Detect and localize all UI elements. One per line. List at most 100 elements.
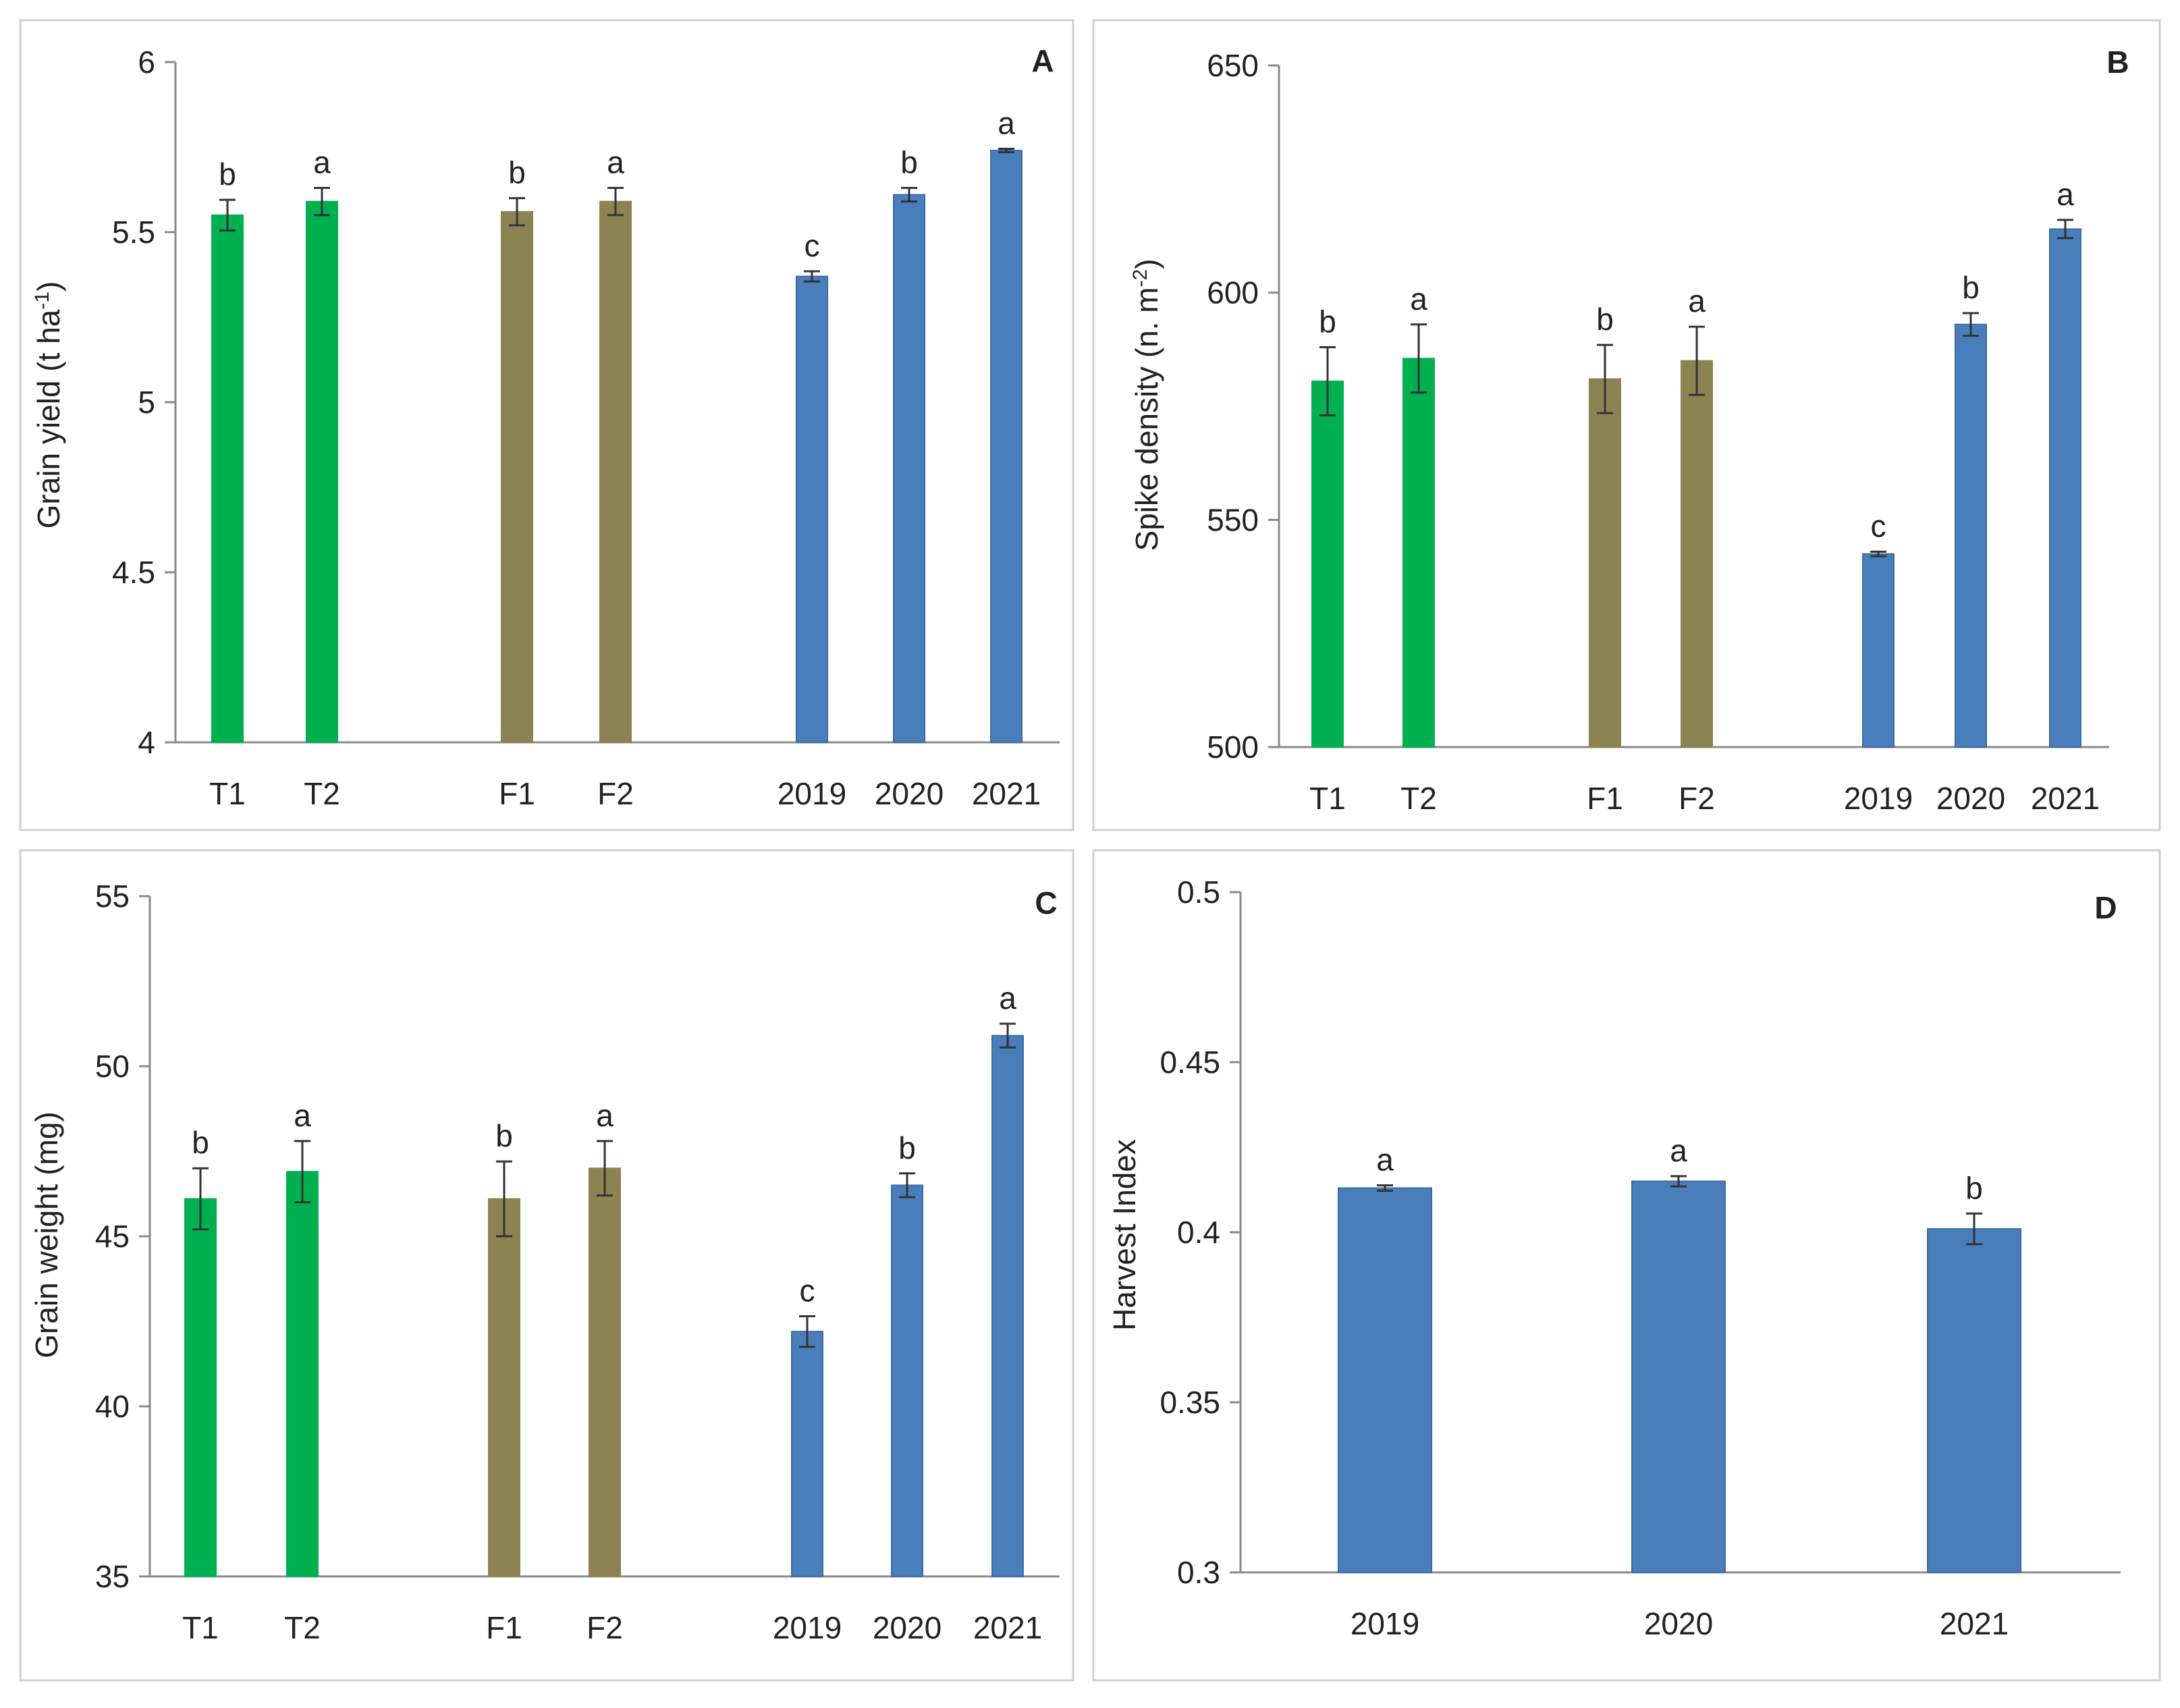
error-bar — [192, 1167, 209, 1231]
x-tick-label: 2020 — [1936, 781, 2005, 816]
significance-letter: b — [1596, 302, 1614, 337]
panel-a: 6 5.5 5 4.5 4 Grain yield (t ha-1) Ab T1 a T2 b F1 a… — [19, 19, 1074, 831]
error-bar — [219, 198, 236, 231]
bar-2019 — [796, 275, 828, 743]
bar-f1 — [501, 211, 533, 743]
x-tick-label: F2 — [1679, 781, 1715, 816]
error-bar — [1870, 550, 1886, 557]
y-tick-label: 0.45 — [1160, 1045, 1220, 1080]
x-tick-label: 2021 — [1940, 1606, 2009, 1641]
bar-2020 — [891, 1184, 923, 1577]
bar-2019 — [1338, 1187, 1432, 1573]
y-tick-label: 35 — [95, 1559, 130, 1594]
x-tick-label: T2 — [304, 776, 340, 811]
error-bar — [1411, 323, 1427, 394]
error-bar — [1963, 312, 1979, 337]
bar-2019 — [791, 1331, 823, 1577]
x-tick-label: T1 — [209, 776, 246, 811]
significance-letter: b — [508, 155, 526, 190]
significance-letter: b — [495, 1118, 513, 1153]
panel-letter: A — [1031, 43, 1054, 78]
bar-2021 — [1927, 1228, 2021, 1573]
significance-letter: a — [1410, 281, 1427, 316]
x-tick-label: 2021 — [2031, 781, 2100, 816]
bar-t2 — [306, 200, 338, 743]
significance-letter: b — [1319, 304, 1336, 339]
bar-t1 — [184, 1198, 217, 1578]
x-tick-label: 2019 — [1844, 781, 1913, 816]
x-tick-label: 2021 — [973, 1610, 1042, 1645]
y-tick-label: 650 — [1207, 48, 1259, 83]
y-tick-label: 0.4 — [1177, 1215, 1220, 1250]
x-tick-label: 2019 — [1351, 1606, 1419, 1641]
significance-letter: a — [2056, 177, 2074, 212]
error-bar — [1319, 346, 1336, 416]
y-tick-label: 5.5 — [112, 215, 155, 250]
x-tick-label: T1 — [182, 1610, 219, 1645]
significance-letter: a — [1670, 1133, 1687, 1168]
bar-2021 — [2049, 228, 2081, 748]
significance-letter: b — [898, 1130, 916, 1165]
bar-2020 — [1955, 323, 1987, 748]
y-axis-title: Spike density (n. m-2) — [1129, 258, 1164, 551]
x-tick-label: 2020 — [873, 1610, 942, 1645]
error-bar — [1000, 1022, 1016, 1049]
significance-letter: a — [607, 144, 624, 180]
significance-letter: b — [900, 144, 918, 180]
panel-border — [1092, 19, 2161, 831]
y-axis-title: Harvest Index — [1107, 1139, 1142, 1331]
panel-letter: C — [1035, 885, 1057, 920]
y-tick-label: 4 — [138, 725, 155, 760]
bar-f2 — [1681, 360, 1713, 748]
x-tick-label: F2 — [597, 776, 634, 811]
error-bar — [998, 148, 1014, 154]
y-tick-label: 6 — [138, 45, 155, 80]
x-tick-label: F1 — [486, 1610, 522, 1645]
bar-t1 — [211, 214, 244, 743]
y-axis-title: Grain weight (mg) — [29, 1111, 64, 1358]
y-tick-label: 40 — [95, 1389, 130, 1424]
bar-t2 — [1402, 358, 1435, 748]
bar-2020 — [893, 194, 925, 743]
significance-letter: b — [219, 157, 236, 192]
significance-letter: a — [1688, 283, 1706, 319]
x-tick-label: T1 — [1309, 781, 1346, 816]
significance-letter: a — [596, 1098, 614, 1133]
x-tick-label: 2019 — [778, 776, 846, 811]
bar-f1 — [488, 1198, 520, 1578]
significance-letter: a — [998, 106, 1015, 141]
x-tick-label: F1 — [499, 776, 535, 811]
error-bar — [1966, 1212, 1982, 1246]
error-bar — [509, 197, 525, 227]
y-tick-label: 5 — [138, 385, 155, 420]
error-bar — [1689, 325, 1705, 396]
x-tick-label: 2020 — [1644, 1606, 1713, 1641]
error-bar — [1597, 343, 1613, 414]
y-tick-label: 45 — [95, 1219, 130, 1254]
error-bar — [496, 1160, 512, 1238]
y-tick-label: 0.3 — [1177, 1555, 1220, 1590]
significance-letter: a — [294, 1098, 311, 1133]
error-bar — [597, 1140, 613, 1197]
significance-letter: a — [999, 981, 1016, 1016]
x-tick-label: F2 — [587, 1610, 623, 1645]
panel-letter: B — [2106, 45, 2129, 80]
error-bar — [1670, 1175, 1687, 1188]
bar-t1 — [1311, 380, 1344, 748]
x-tick-label: 2019 — [773, 1610, 842, 1645]
y-tick-label: 500 — [1207, 729, 1259, 765]
error-bar — [2057, 219, 2073, 240]
error-bar — [804, 270, 820, 283]
error-bar — [899, 1172, 915, 1199]
y-tick-label: 50 — [95, 1049, 130, 1084]
bar-t2 — [286, 1171, 319, 1577]
significance-letter: b — [192, 1125, 209, 1160]
panel-c: 55 50 45 40 35 Grain weight (mg) Cb T1 a T2 b F1 a F2… — [19, 849, 1074, 1682]
y-tick-label: 0.5 — [1177, 875, 1220, 910]
y-tick-label: 550 — [1207, 502, 1259, 537]
significance-letter: c — [805, 228, 820, 263]
error-bar — [1377, 1184, 1393, 1192]
error-bar — [607, 186, 624, 217]
bar-2021 — [991, 1035, 1024, 1577]
